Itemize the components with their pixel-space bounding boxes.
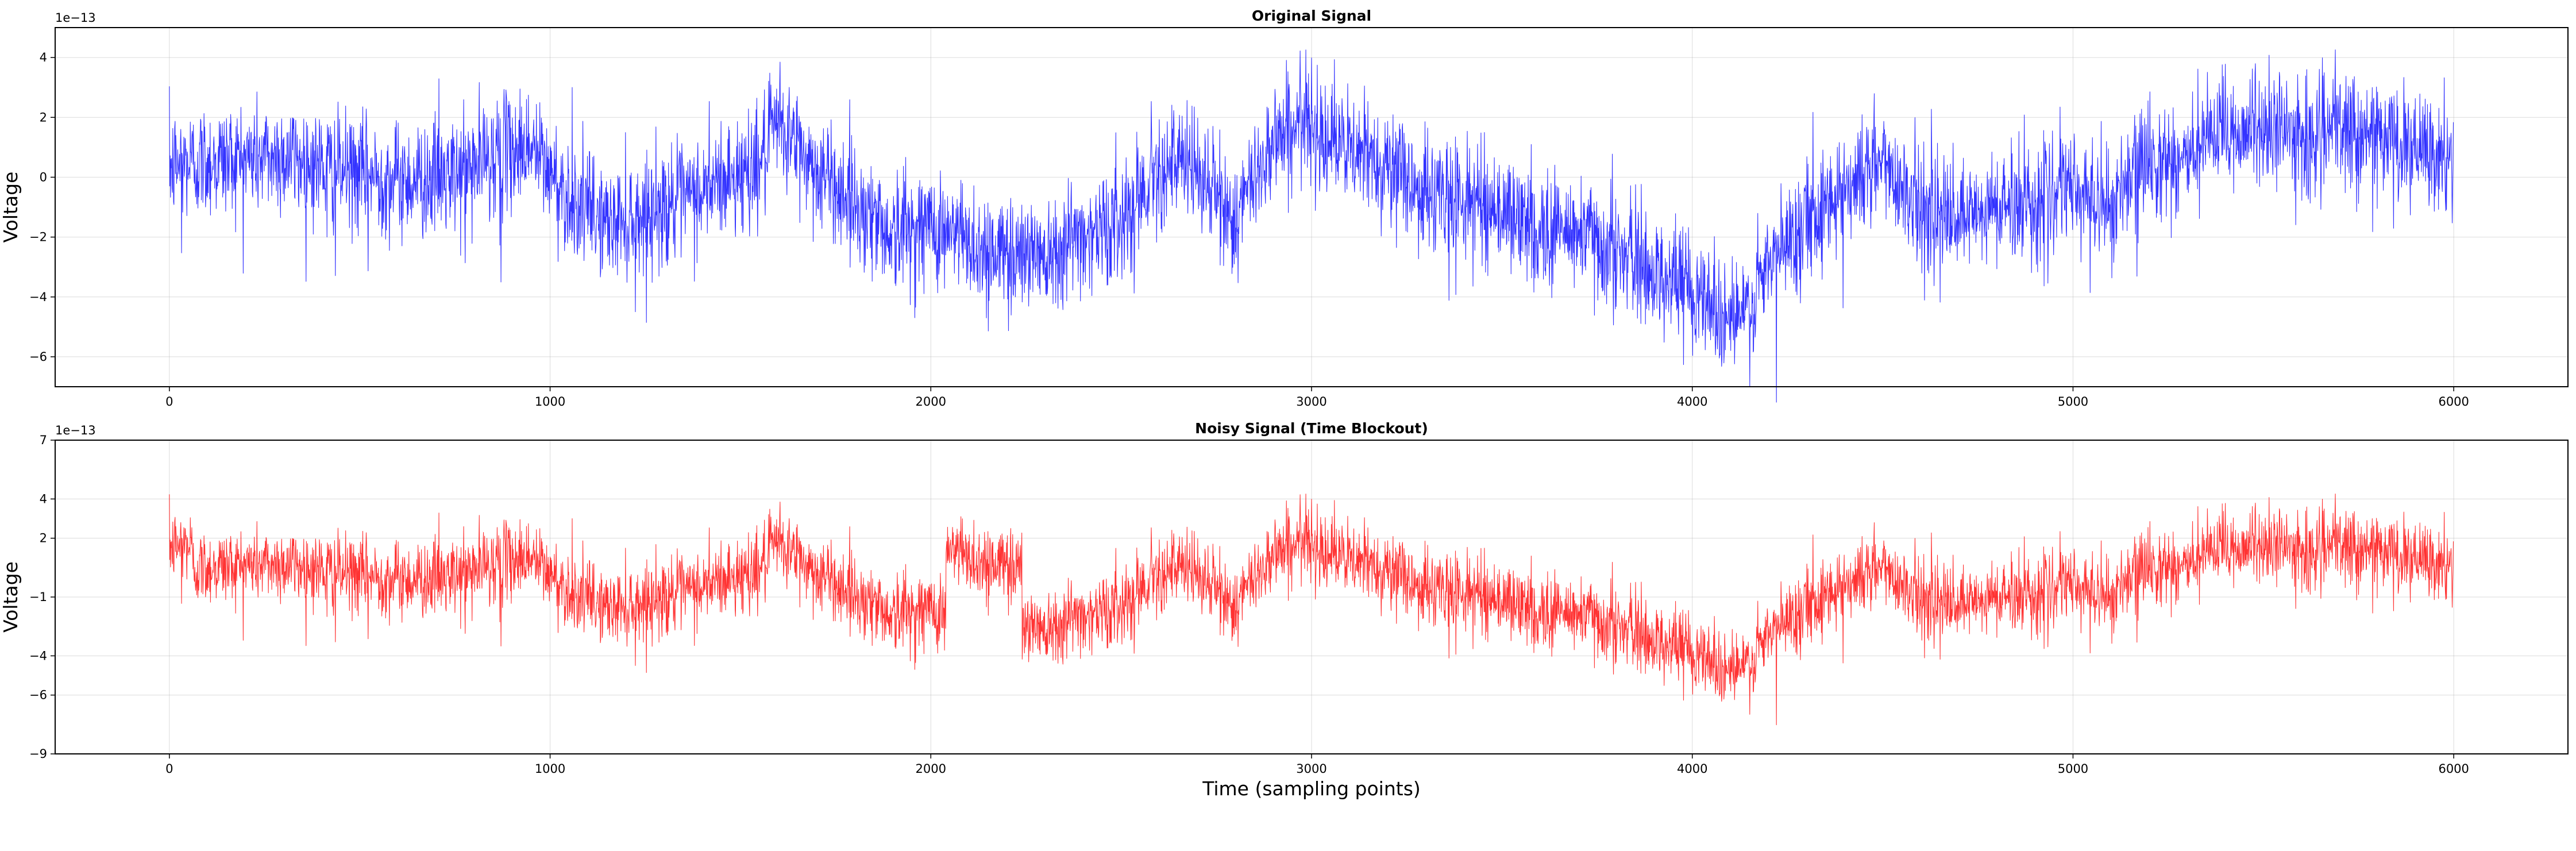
x-tick-label: 1000	[535, 395, 565, 409]
y-axis-label: Voltage	[0, 561, 22, 633]
ticks: 0 1000 2000 3000 4000 5000 6000 −6 −4 −2 0 2 4	[29, 51, 2469, 409]
y-tick-label: 7	[40, 433, 47, 447]
x-tick-label: 3000	[1296, 395, 1326, 409]
chart-title: Noisy Signal (Time Blockout)	[1195, 420, 1428, 437]
x-tick-label: 5000	[2058, 395, 2088, 409]
y-tick-label: 0	[40, 170, 47, 184]
y-tick-label: −6	[29, 350, 47, 364]
x-tick-label: 2000	[916, 762, 946, 776]
x-axis-label: Time (sampling points)	[1202, 777, 1421, 800]
y-tick-label: −2	[29, 230, 47, 244]
y-tick-label: −4	[29, 290, 47, 304]
series-line	[169, 49, 2454, 403]
y-axis-label: Voltage	[0, 172, 22, 243]
x-tick-label: 5000	[2058, 762, 2088, 776]
y-tick-label: 2	[40, 532, 47, 545]
series-line	[169, 494, 2454, 726]
x-tick-label: 1000	[535, 762, 565, 776]
x-tick-label: 6000	[2438, 395, 2469, 409]
plot-frame	[55, 27, 2569, 387]
grid	[55, 28, 2568, 387]
y-tick-label: 4	[40, 492, 47, 506]
y-multiplier-label: 1e−13	[55, 423, 96, 437]
y-multiplier-label: 1e−13	[55, 11, 96, 25]
noisy-signal-chart: 0 1000 2000 3000 4000 5000 6000 −9 −6 −4 −1 2 4 7 Noi…	[0, 420, 2569, 800]
x-tick-label: 0	[165, 395, 173, 409]
y-tick-label: −1	[29, 590, 47, 604]
y-tick-label: −6	[29, 688, 47, 702]
chart-title: Original Signal	[1252, 7, 1371, 24]
ticks: 0 1000 2000 3000 4000 5000 6000 −9 −6 −4 −1 2 4 7	[29, 433, 2469, 776]
y-tick-label: −4	[29, 649, 47, 663]
plot-frame	[55, 440, 2569, 754]
y-tick-label: 2	[40, 110, 47, 124]
x-tick-label: 4000	[1677, 762, 1707, 776]
y-tick-label: 4	[40, 51, 47, 64]
x-tick-label: 2000	[916, 395, 946, 409]
series-line-group	[169, 494, 2454, 726]
x-tick-label: 3000	[1296, 762, 1326, 776]
x-tick-label: 4000	[1677, 395, 1707, 409]
series-line-group	[169, 49, 2454, 403]
x-tick-label: 0	[165, 762, 173, 776]
original-signal-chart: 0 1000 2000 3000 4000 5000 6000 −6 −4 −2 0 2 4 Origi…	[0, 7, 2569, 409]
x-tick-label: 6000	[2438, 762, 2469, 776]
y-tick-label: −9	[29, 747, 47, 761]
